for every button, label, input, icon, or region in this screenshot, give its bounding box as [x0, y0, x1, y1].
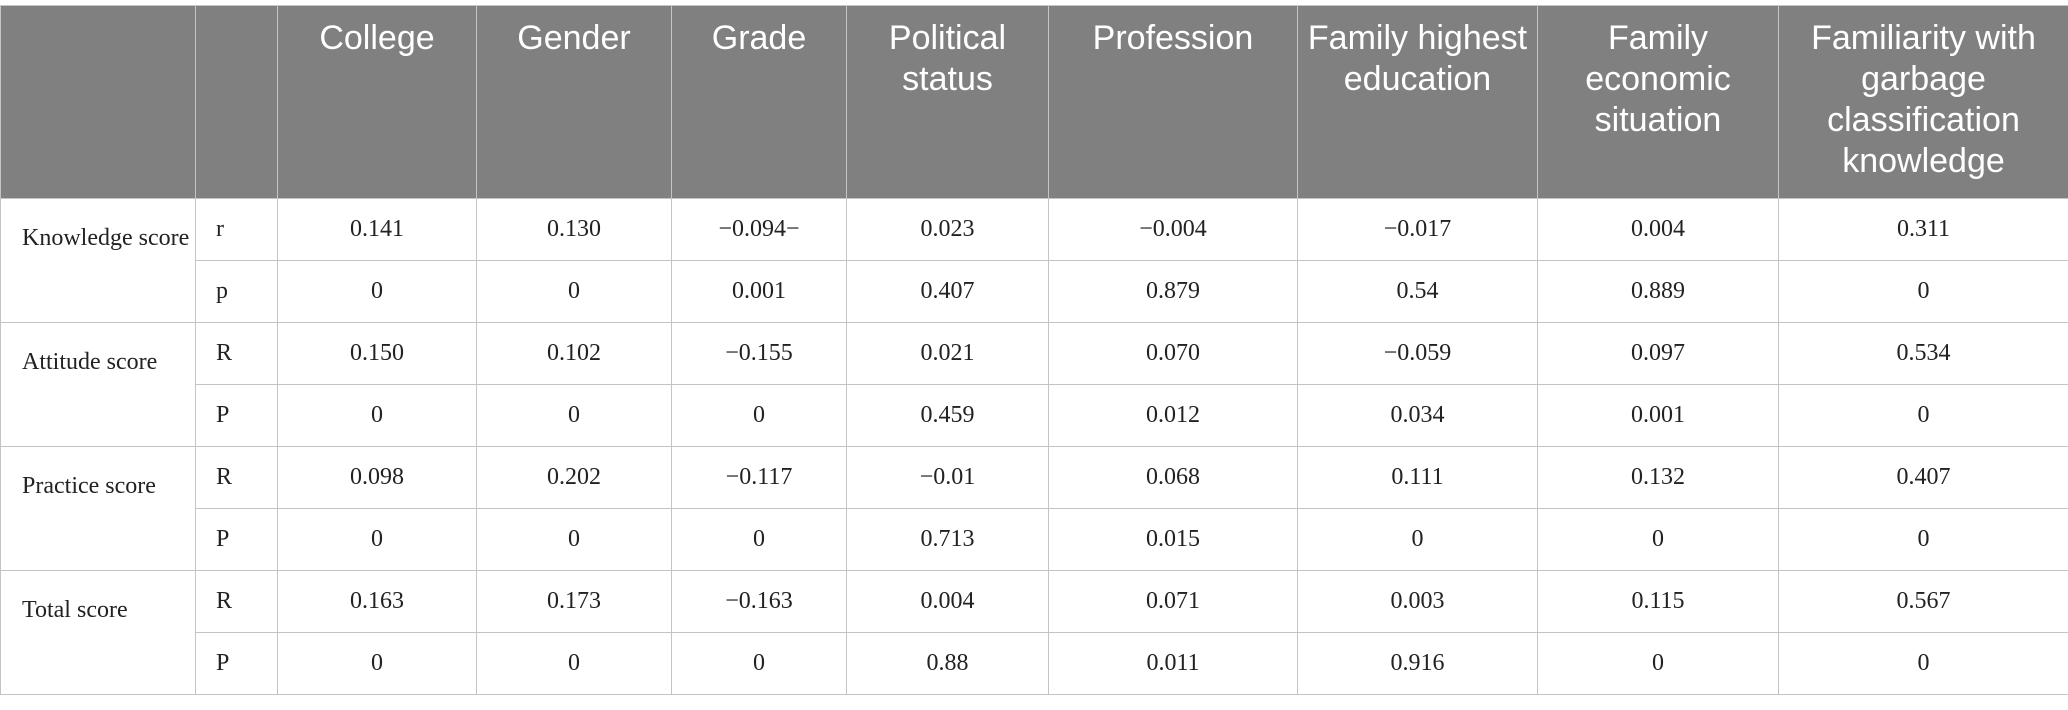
table-cell: 0.311	[1778, 198, 2068, 261]
table-cell: 0.407	[846, 260, 1049, 323]
table-cell: 0.102	[476, 322, 672, 385]
table-cell: 0	[671, 632, 847, 695]
header-cell-row-label	[0, 5, 196, 199]
table-cell: −0.004	[1048, 198, 1298, 261]
table-cell: 0.713	[846, 508, 1049, 571]
stat-label: P	[195, 384, 278, 447]
stat-label: P	[195, 508, 278, 571]
table-row: Attitude score R 0.150 0.102 −0.155 0.02…	[0, 322, 2068, 447]
stat-label: R	[195, 570, 278, 633]
table-row: Practice score R 0.098 0.202 −0.117 −0.0…	[0, 446, 2068, 571]
table-cell: 0	[476, 508, 672, 571]
table-cell: 0.023	[846, 198, 1049, 261]
header-political-status: Political status	[846, 5, 1049, 199]
table-cell: 0.115	[1537, 570, 1779, 633]
table-cell: 0.068	[1048, 446, 1298, 509]
header-profession: Profession	[1048, 5, 1298, 199]
table-row: Knowledge score r 0.141 0.130 −0.094− 0.…	[0, 198, 2068, 323]
table-cell: 0	[1537, 632, 1779, 695]
table-cell: 0	[1778, 260, 2068, 323]
table-cell: 0	[476, 632, 672, 695]
table-cell: 0.163	[277, 570, 477, 633]
table-cell: 0	[277, 508, 477, 571]
table-cell: 0.070	[1048, 322, 1298, 385]
stat-label: P	[195, 632, 278, 695]
table-cell: 0	[277, 632, 477, 695]
table-cell: 0.034	[1297, 384, 1538, 447]
header-cell-stat	[195, 5, 278, 199]
table-cell: 0.098	[277, 446, 477, 509]
table-cell: 0.011	[1048, 632, 1298, 695]
table-cell: 0	[277, 384, 477, 447]
table-cell: 0.202	[476, 446, 672, 509]
table-cell: 0.071	[1048, 570, 1298, 633]
table-cell: 0	[277, 260, 477, 323]
table-cell: 0.889	[1537, 260, 1779, 323]
header-familiarity-garbage-classification: Familiarity with garbage classification …	[1778, 5, 2068, 199]
table-cell: 0.567	[1778, 570, 2068, 633]
stat-label: R	[195, 322, 278, 385]
table-row: P 0 0 0 0.713 0.015 0 0 0	[1, 508, 2068, 571]
table-cell: 0.88	[846, 632, 1049, 695]
table-cell: 0.015	[1048, 508, 1298, 571]
row-group-label: Attitude score	[0, 322, 196, 447]
table-cell: 0.407	[1778, 446, 2068, 509]
table-row: p 0 0 0.001 0.407 0.879 0.54 0.889 0	[1, 260, 2068, 323]
table-row: Total score R 0.163 0.173 −0.163 0.004 0…	[0, 570, 2068, 695]
table-cell: 0	[476, 384, 672, 447]
table-cell: −0.163	[671, 570, 847, 633]
table-cell: −0.017	[1297, 198, 1538, 261]
row-group-label: Total score	[0, 570, 196, 695]
table-cell: 0.150	[277, 322, 477, 385]
table-cell: 0	[1778, 508, 2068, 571]
table-cell: 0.001	[1537, 384, 1779, 447]
table-cell: 0	[1778, 384, 2068, 447]
table-cell: 0	[1297, 508, 1538, 571]
table-cell: −0.155	[671, 322, 847, 385]
table-cell: −0.117	[671, 446, 847, 509]
table-cell: 0.916	[1297, 632, 1538, 695]
table-cell: 0.111	[1297, 446, 1538, 509]
header-row: College Gender Grade Political status Pr…	[0, 5, 2068, 199]
table-cell: 0	[1778, 632, 2068, 695]
header-grade: Grade	[671, 5, 847, 199]
table-cell: 0	[671, 384, 847, 447]
row-group-label: Practice score	[0, 446, 196, 571]
header-college: College	[277, 5, 477, 199]
table-cell: 0.012	[1048, 384, 1298, 447]
table-cell: 0.173	[476, 570, 672, 633]
table-cell: 0.004	[846, 570, 1049, 633]
stat-label: R	[195, 446, 278, 509]
row-group-label: Knowledge score	[0, 198, 196, 323]
table-cell: 0	[476, 260, 672, 323]
correlation-table: College Gender Grade Political status Pr…	[0, 5, 2068, 695]
table-cell: 0.021	[846, 322, 1049, 385]
table-cell: 0.54	[1297, 260, 1538, 323]
table-cell: 0	[1537, 508, 1779, 571]
table-row: P 0 0 0 0.88 0.011 0.916 0 0	[1, 632, 2068, 695]
header-family-economic-situation: Family economic situation	[1537, 5, 1779, 199]
table-cell: −0.094−	[671, 198, 847, 261]
table-cell: 0.459	[846, 384, 1049, 447]
table-cell: 0.132	[1537, 446, 1779, 509]
table-cell: 0.534	[1778, 322, 2068, 385]
stat-label: p	[195, 260, 278, 323]
header-gender: Gender	[476, 5, 672, 199]
table-cell: 0	[671, 508, 847, 571]
table-cell: 0.004	[1537, 198, 1779, 261]
header-family-highest-education: Family highest education	[1297, 5, 1538, 199]
table-header: College Gender Grade Political status Pr…	[0, 5, 2068, 199]
stat-label: r	[195, 198, 278, 261]
table-cell: −0.059	[1297, 322, 1538, 385]
table-cell: 0.097	[1537, 322, 1779, 385]
table-cell: −0.01	[846, 446, 1049, 509]
table-cell: 0.003	[1297, 570, 1538, 633]
table-cell: 0.879	[1048, 260, 1298, 323]
table-cell: 0.001	[671, 260, 847, 323]
table-cell: 0.130	[476, 198, 672, 261]
table-row: P 0 0 0 0.459 0.012 0.034 0.001 0	[1, 384, 2068, 447]
table-cell: 0.141	[277, 198, 477, 261]
table-body: Knowledge score r 0.141 0.130 −0.094− 0.…	[0, 198, 2068, 695]
